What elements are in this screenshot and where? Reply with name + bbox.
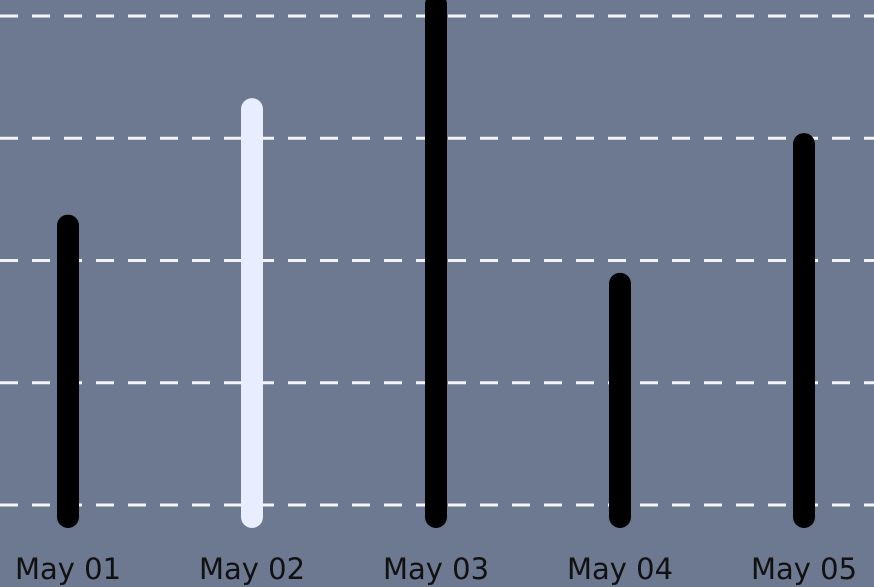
x-tick-label: May 05 xyxy=(751,552,857,586)
x-axis-labels: May 01 May 02 May 03 May 04 May 05 xyxy=(15,552,857,586)
grid-lines xyxy=(0,14,874,507)
x-tick-label: May 02 xyxy=(199,552,305,586)
x-tick-label: May 04 xyxy=(567,552,673,586)
x-tick-label: May 01 xyxy=(15,552,121,586)
bars xyxy=(57,0,815,528)
x-tick-label: May 03 xyxy=(383,552,489,586)
